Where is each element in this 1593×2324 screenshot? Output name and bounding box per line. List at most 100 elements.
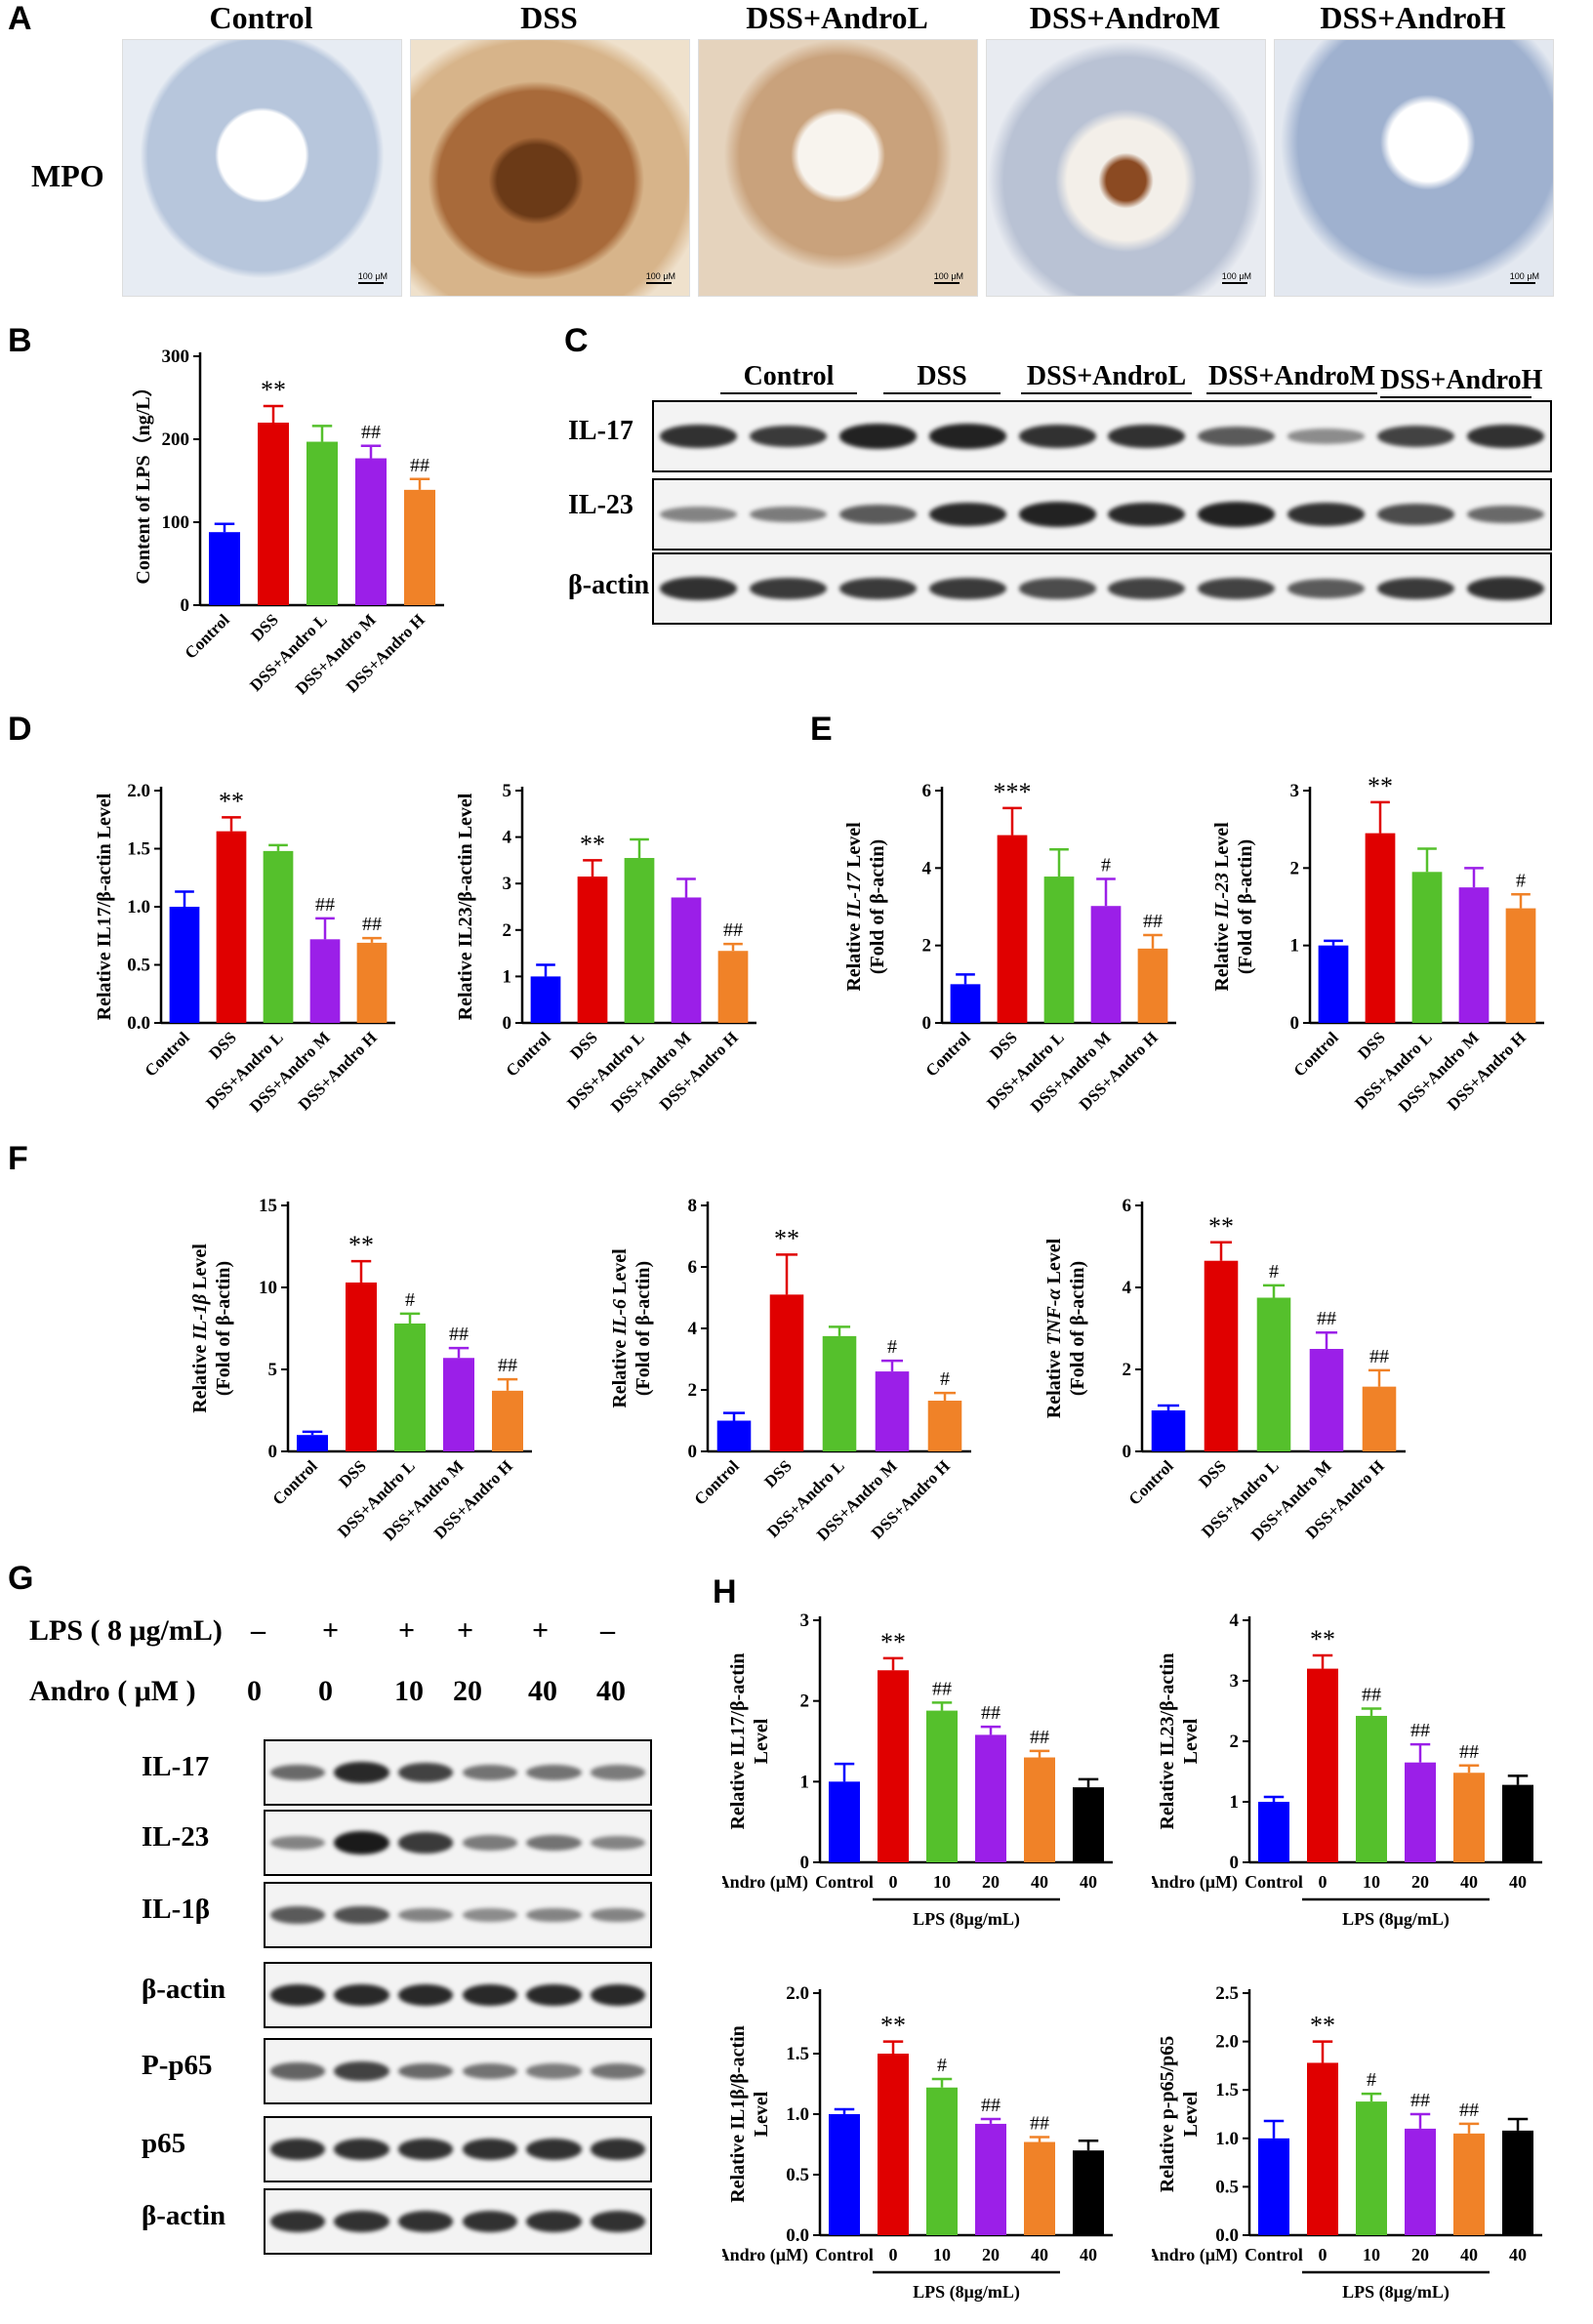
x-prefix-label: Andro (μM) (722, 1872, 808, 1893)
blot-band (526, 1834, 582, 1852)
blot-band (750, 425, 828, 448)
bar (306, 441, 338, 605)
bar (829, 1781, 860, 1862)
x-tick-label: 40 (1509, 1872, 1527, 1892)
andro-value: 10 (394, 1675, 424, 1707)
blot-g-label: β-actin (142, 1974, 226, 2005)
y-tick-label: 1.0 (1215, 2129, 1239, 2149)
significance-mark: ## (1410, 1720, 1430, 1741)
y-axis-label: Relative IL-17 Level (843, 822, 865, 992)
blot-band (660, 425, 738, 448)
panel-label-f: F (8, 1140, 28, 1177)
y-tick-label: 2.5 (1215, 1983, 1239, 2004)
y-axis-label-part: Level (189, 1244, 211, 1294)
lps-bracket-label: LPS (8μg/mL) (913, 1909, 1020, 1930)
blot-band (397, 2062, 454, 2080)
blot-g-row (264, 2188, 652, 2255)
blot-band (1018, 425, 1096, 448)
blot-g-row (264, 1962, 652, 2028)
y-axis-label: Relative IL-23 Level (1211, 822, 1233, 992)
blot-band (269, 2062, 326, 2080)
blot-band (1108, 425, 1186, 448)
y-tick-label: 6 (922, 781, 932, 801)
bar (394, 1323, 426, 1451)
significance-mark: ## (1369, 1346, 1389, 1367)
y-tick-label: 8 (688, 1196, 698, 1216)
blot-label-il23: IL-23 (568, 490, 633, 520)
bar (1356, 2101, 1387, 2235)
blot-band (1287, 579, 1365, 598)
panel-label-b: B (8, 322, 32, 359)
y-axis-label-part: Relative (1211, 918, 1233, 992)
blot-band (269, 1983, 326, 2007)
blot-band (590, 2139, 646, 2160)
bar (769, 1294, 804, 1451)
andro-value: 0 (318, 1675, 333, 1707)
significance-mark: ## (1030, 1727, 1049, 1748)
y-axis-label-part: Relative (609, 1335, 631, 1408)
blot-band (397, 1907, 454, 1923)
x-tick-label: DSS (335, 1456, 369, 1490)
blot-band (1287, 503, 1365, 526)
group-label-androl: DSS+AndroL (1021, 361, 1192, 394)
blot-band (928, 502, 1006, 527)
bar (1362, 1386, 1397, 1451)
blot-band (1018, 502, 1096, 527)
y-tick-label: 2.0 (1215, 2032, 1239, 2053)
y-axis-label-2: Level (1180, 2091, 1202, 2137)
y-tick-label: 1 (503, 966, 512, 987)
bar (404, 489, 435, 605)
group-label-dss: DSS (883, 361, 1001, 394)
row-label-mpo: MPO (31, 158, 104, 193)
x-tick-label: 40 (1031, 1872, 1048, 1892)
blot-band (590, 1907, 646, 1923)
significance-mark: ## (1459, 2100, 1479, 2121)
bar (492, 1390, 523, 1451)
x-tick-label: 40 (1460, 1872, 1478, 1892)
blot-band (590, 2062, 646, 2080)
y-axis-label: Relative IL17/β-actin Level (94, 793, 115, 1020)
significance-mark: ## (1362, 1685, 1381, 1706)
significance-mark: ## (981, 2095, 1001, 2116)
lps-value: + (322, 1614, 340, 1647)
y-axis-label: Relative IL1β/β-actin (727, 2025, 749, 2203)
x-tick-label: 10 (933, 2245, 951, 2264)
bar (875, 1371, 910, 1451)
significance-mark: ## (981, 1702, 1001, 1724)
chart-h2: 0 1 2 3 4 Control ** 0 ## 10 ## 20 ## 40 40 Relative IL… (1152, 1610, 1542, 1930)
bar (975, 1734, 1006, 1862)
y-tick-label: 0.0 (786, 2225, 809, 2246)
y-tick-label: 2.0 (127, 781, 150, 801)
bar (346, 1282, 377, 1451)
y-tick-label: 15 (259, 1196, 277, 1216)
x-tick-label: 40 (1460, 2245, 1478, 2264)
bar (1453, 1773, 1485, 1862)
blot-band (1466, 505, 1544, 524)
lps-value: – (251, 1614, 266, 1647)
lps-bracket-label: LPS (8μg/mL) (1342, 2282, 1450, 2303)
bar (216, 831, 247, 1023)
group-label-control: Control (720, 361, 857, 394)
significance-mark: ## (410, 455, 429, 476)
andro-label: Andro ( μM ) (29, 1675, 196, 1707)
y-tick-label: 1.5 (1215, 2080, 1239, 2100)
significance-mark: ## (1459, 1741, 1479, 1763)
y-tick-label: 0 (268, 1442, 278, 1462)
blot-band (462, 1908, 518, 1922)
y-tick-label: 10 (259, 1278, 277, 1298)
y-axis-label: Content of LPS（ng/L） (132, 377, 154, 584)
y-tick-label: 0.5 (786, 2165, 809, 2185)
y-tick-label: 0 (800, 1853, 810, 1873)
blot-c-bactin (652, 552, 1552, 625)
andro-value: 20 (453, 1675, 482, 1707)
x-tick-label: Control (1125, 1456, 1177, 1508)
significance-mark: *** (994, 778, 1032, 806)
significance-mark: ** (880, 1628, 906, 1656)
lps-label: LPS ( 8 μg/mL) (29, 1614, 223, 1647)
micrograph-control: 100 μM (122, 39, 402, 297)
y-tick-label: 0.0 (1215, 2225, 1239, 2246)
